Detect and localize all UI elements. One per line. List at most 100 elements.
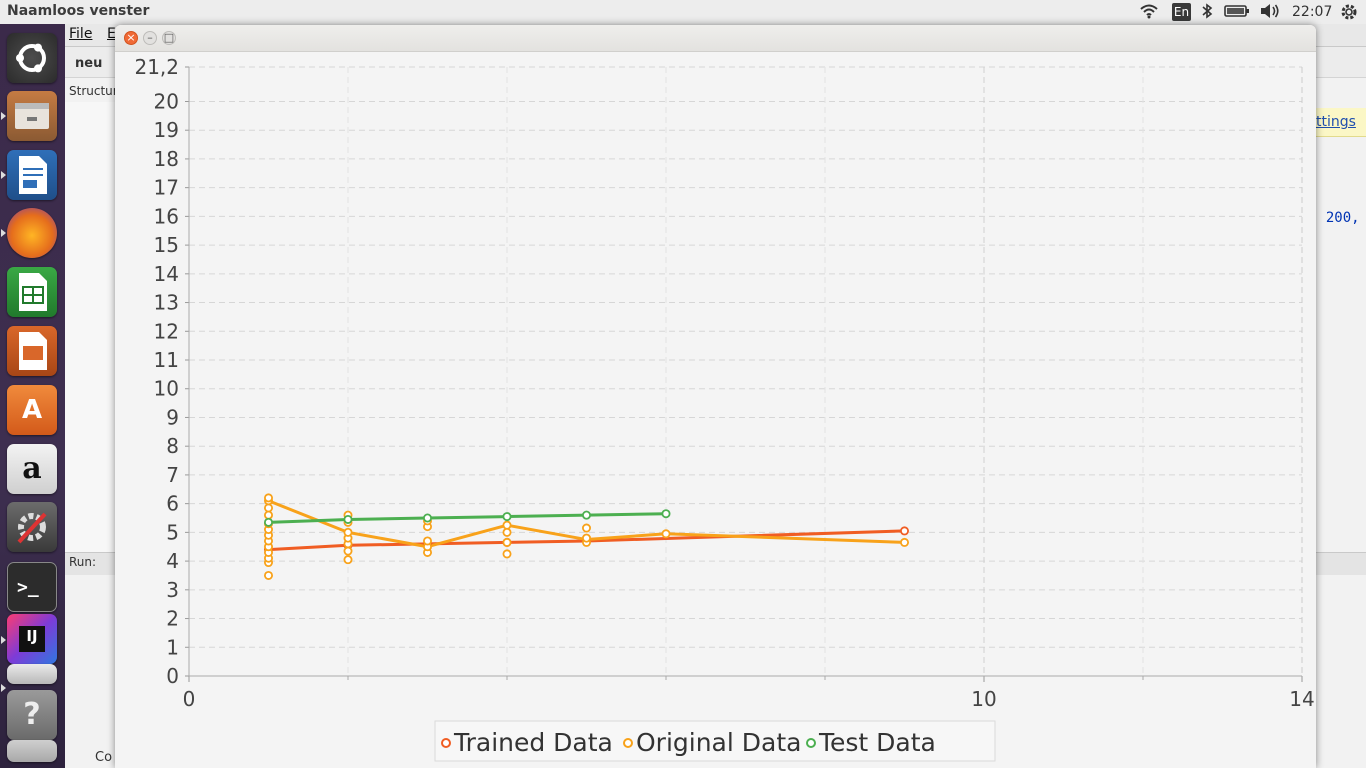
y-tick-label: 14 <box>154 262 179 286</box>
keyboard-layout-indicator[interactable]: En <box>1172 3 1191 21</box>
data-point-original-data <box>343 555 353 565</box>
y-tick-label: 1 <box>166 635 179 659</box>
clock[interactable]: 22:07 <box>1292 4 1333 20</box>
y-tick-label: 9 <box>166 405 179 429</box>
data-point-original-data <box>263 570 273 580</box>
data-point-original-data <box>263 510 273 520</box>
legend-marker <box>623 738 633 748</box>
data-point-test-data <box>263 517 273 527</box>
data-point-test-data <box>661 509 671 519</box>
wifi-icon[interactable] <box>1139 3 1159 23</box>
y-tick-label: 21,2 <box>134 55 179 79</box>
legend-box <box>434 720 996 762</box>
y-tick-label: 8 <box>166 434 179 458</box>
menu-file[interactable]: File <box>69 26 93 42</box>
chart-window-titlebar[interactable]: × – □ <box>115 25 1316 52</box>
chart-window: × – □ 0 1 2 3 4 5 6 7 8 9 10 11 12 13 14 15 16 17 18 19 20 21… <box>115 25 1316 768</box>
legend-label: Trained Data <box>453 728 613 757</box>
terminal-icon[interactable]: >_ <box>7 562 57 612</box>
trash-icon[interactable] <box>7 740 57 762</box>
document-viewer-icon[interactable] <box>7 664 57 684</box>
structure-panel <box>65 102 118 552</box>
y-tick-label: 3 <box>166 578 179 602</box>
window-title: Naamloos venster <box>7 3 150 19</box>
data-point-original-data <box>502 537 512 547</box>
y-tick-label: 15 <box>154 233 179 257</box>
gear-icon[interactable] <box>1339 2 1359 26</box>
minimize-button[interactable]: – <box>143 31 157 45</box>
data-point-original-data <box>422 536 432 546</box>
data-point-test-data <box>581 510 591 520</box>
data-point-test-data <box>343 514 353 524</box>
battery-icon[interactable] <box>1224 3 1250 23</box>
bluetooth-icon[interactable] <box>1201 3 1213 23</box>
grid <box>189 66 1302 676</box>
console-label[interactable]: Co <box>95 750 113 765</box>
y-tick-label: 12 <box>154 319 179 343</box>
y-tick-label: 18 <box>154 147 179 171</box>
firefox-icon[interactable] <box>7 208 57 258</box>
y-tick-label: 5 <box>166 520 179 544</box>
menu-edit[interactable]: E <box>107 26 116 42</box>
calc-icon[interactable] <box>7 267 57 317</box>
close-button[interactable]: × <box>124 31 138 45</box>
system-settings-icon[interactable] <box>7 502 57 552</box>
launcher: A a >_ IJ ? <box>0 24 65 768</box>
y-tick-label: 19 <box>154 118 179 142</box>
help-icon[interactable]: ? <box>7 690 57 740</box>
series-line-trained-data <box>268 529 905 552</box>
data-point-original-data <box>502 520 512 530</box>
code-fragment: : 200, <box>1309 210 1360 226</box>
x-tick-label: 14 <box>1289 687 1314 711</box>
software-center-icon[interactable]: A <box>7 385 57 435</box>
y-tick-label: 7 <box>166 463 179 487</box>
y-tick-label: 10 <box>154 377 179 401</box>
data-point-original-data <box>263 503 273 513</box>
data-point-original-data <box>581 533 591 543</box>
data-point-original-data <box>900 537 910 547</box>
impress-icon[interactable] <box>7 326 57 376</box>
legend-marker <box>441 738 451 748</box>
writer-icon[interactable] <box>7 150 57 200</box>
x-tick-label: 10 <box>971 687 996 711</box>
y-tick-label: 17 <box>154 176 179 200</box>
series-layer <box>263 493 910 580</box>
maximize-button[interactable]: □ <box>162 31 176 45</box>
y-tick-label: 13 <box>154 291 179 315</box>
ubuntu-dash-icon[interactable] <box>7 33 57 83</box>
plot-area <box>189 67 1302 676</box>
data-point-test-data <box>502 512 512 522</box>
y-tick-label: 0 <box>166 664 179 688</box>
legend-marker <box>806 738 816 748</box>
data-point-original-data <box>263 493 273 503</box>
intellij-icon[interactable]: IJ <box>7 614 57 664</box>
legend-label: Original Data <box>636 728 801 757</box>
settings-link[interactable]: ttings <box>1316 114 1356 130</box>
data-point-trained-data <box>900 526 910 536</box>
data-point-original-data <box>502 527 512 537</box>
run-label: Run: <box>69 555 97 569</box>
y-tick-label: 11 <box>154 348 179 372</box>
data-point-original-data <box>581 523 591 533</box>
y-tick-label: 4 <box>166 549 179 573</box>
top-panel: Naamloos venster En 22:07 <box>0 0 1366 25</box>
project-label[interactable]: neu <box>75 56 103 71</box>
structure-label: Structur <box>69 84 118 98</box>
y-tick-label: 2 <box>166 607 179 631</box>
x-tick-label: 0 <box>183 687 196 711</box>
legend-label: Test Data <box>818 728 936 757</box>
volume-icon[interactable] <box>1259 3 1281 23</box>
files-icon[interactable] <box>7 91 57 141</box>
data-point-original-data <box>343 546 353 556</box>
data-point-original-data <box>343 527 353 537</box>
data-point-test-data <box>422 513 432 523</box>
data-point-original-data <box>502 549 512 559</box>
y-tick-label: 20 <box>154 89 179 113</box>
y-tick-label: 6 <box>166 492 179 516</box>
y-tick-label: 16 <box>154 204 179 228</box>
legend: Trained Data Original Data Test Data <box>434 720 996 762</box>
amazon-icon[interactable]: a <box>7 444 57 494</box>
series-line-test-data <box>268 512 667 524</box>
